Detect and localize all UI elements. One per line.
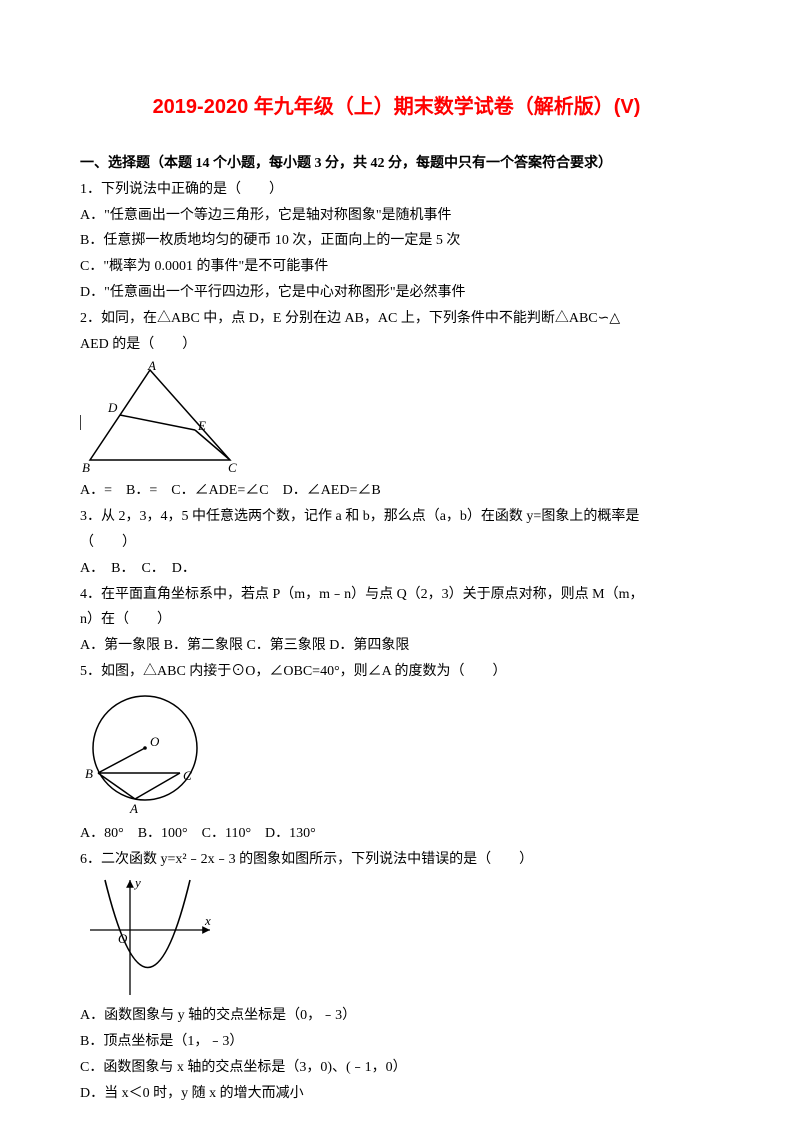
q5-label-c: C [183,768,192,783]
q6-option-d: D．当 x＜0 时，y 随 x 的增大而减小 [80,1082,713,1106]
exam-title: 2019-2020 年九年级（上）期末数学试卷（解析版）(V) [80,90,713,124]
q2-label-a: A [147,360,156,373]
q6-option-b: B．顶点坐标是（1，﹣3） [80,1030,713,1054]
q2-label-d: D [107,400,118,415]
q1-option-b: B．任意掷一枚质地均匀的硬币 10 次，正面向上的一定是 5 次 [80,229,713,253]
q5-label-o: O [150,734,160,749]
q1-option-d: D．"任意画出一个平行四边形，它是中心对称图形"是必然事件 [80,281,713,305]
q3-stem-line2: （ ） [80,531,713,555]
q1-option-a: A．"任意画出一个等边三角形，它是轴对称图象"是随机事件 [80,204,713,228]
q3-options: A． B． C． D． [80,557,713,581]
q2-label-e: E [197,418,206,433]
q4-stem-line2: n）在（ ） [80,608,713,632]
q2-options: A．= B．= C．∠ADE=∠C D．∠AED=∠B [80,479,713,503]
q6-label-x: x [204,913,211,928]
q5-stem: 5．如图，△ABC 内接于⊙O，∠OBC=40°，则∠A 的度数为（ ） [80,660,713,684]
q1-option-c: C．"概率为 0.0001 的事件"是不可能事件 [80,255,713,279]
q5-label-a: A [129,801,138,816]
section-1-header: 一、选择题（本题 14 个小题，每小题 3 分，共 42 分，每题中只有一个答案… [80,152,713,176]
q6-stem: 6．二次函数 y=x²﹣2x﹣3 的图象如图所示，下列说法中错误的是（ ） [80,848,713,872]
q1-stem: 1．下列说法中正确的是（ ） [80,178,713,202]
q4-stem-line1: 4．在平面直角坐标系中，若点 P（m，m﹣n）与点 Q（2，3）关于原点对称，则… [80,583,713,607]
q2-stem-line2: AED 的是（ ） [80,333,713,357]
q6-label-y: y [133,875,141,890]
q3-stem-line1: 3．从 2，3，4，5 中任意选两个数，记作 a 和 b，那么点（a，b）在函数… [80,505,713,529]
q2-stem-line1: 2．如同，在△ABC 中，点 D，E 分别在边 AB，AC 上，下列条件中不能判… [80,307,713,331]
q6-option-a: A．函数图象与 y 轴的交点坐标是（0，﹣3） [80,1004,713,1028]
q5-options: A．80° B．100° C．110° D．130° [80,822,713,846]
q6-label-o: O [118,931,128,946]
q2-figure: A D E B C [80,360,713,475]
q6-option-c: C．函数图象与 x 轴的交点坐标是（3，0)、(﹣1，0） [80,1056,713,1080]
q4-options: A．第一象限 B．第二象限 C．第三象限 D．第四象限 [80,634,713,658]
q2-label-b: B [82,460,90,475]
q6-figure: y x O [80,875,713,1000]
q2-label-c: C [228,460,237,475]
q5-label-b: B [85,766,93,781]
q5-figure: O B C A [80,688,713,818]
